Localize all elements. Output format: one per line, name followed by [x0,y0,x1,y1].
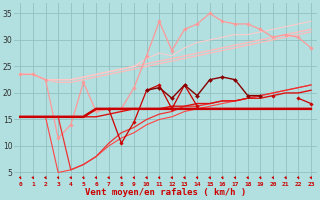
X-axis label: Vent moyen/en rafales ( km/h ): Vent moyen/en rafales ( km/h ) [85,188,246,197]
